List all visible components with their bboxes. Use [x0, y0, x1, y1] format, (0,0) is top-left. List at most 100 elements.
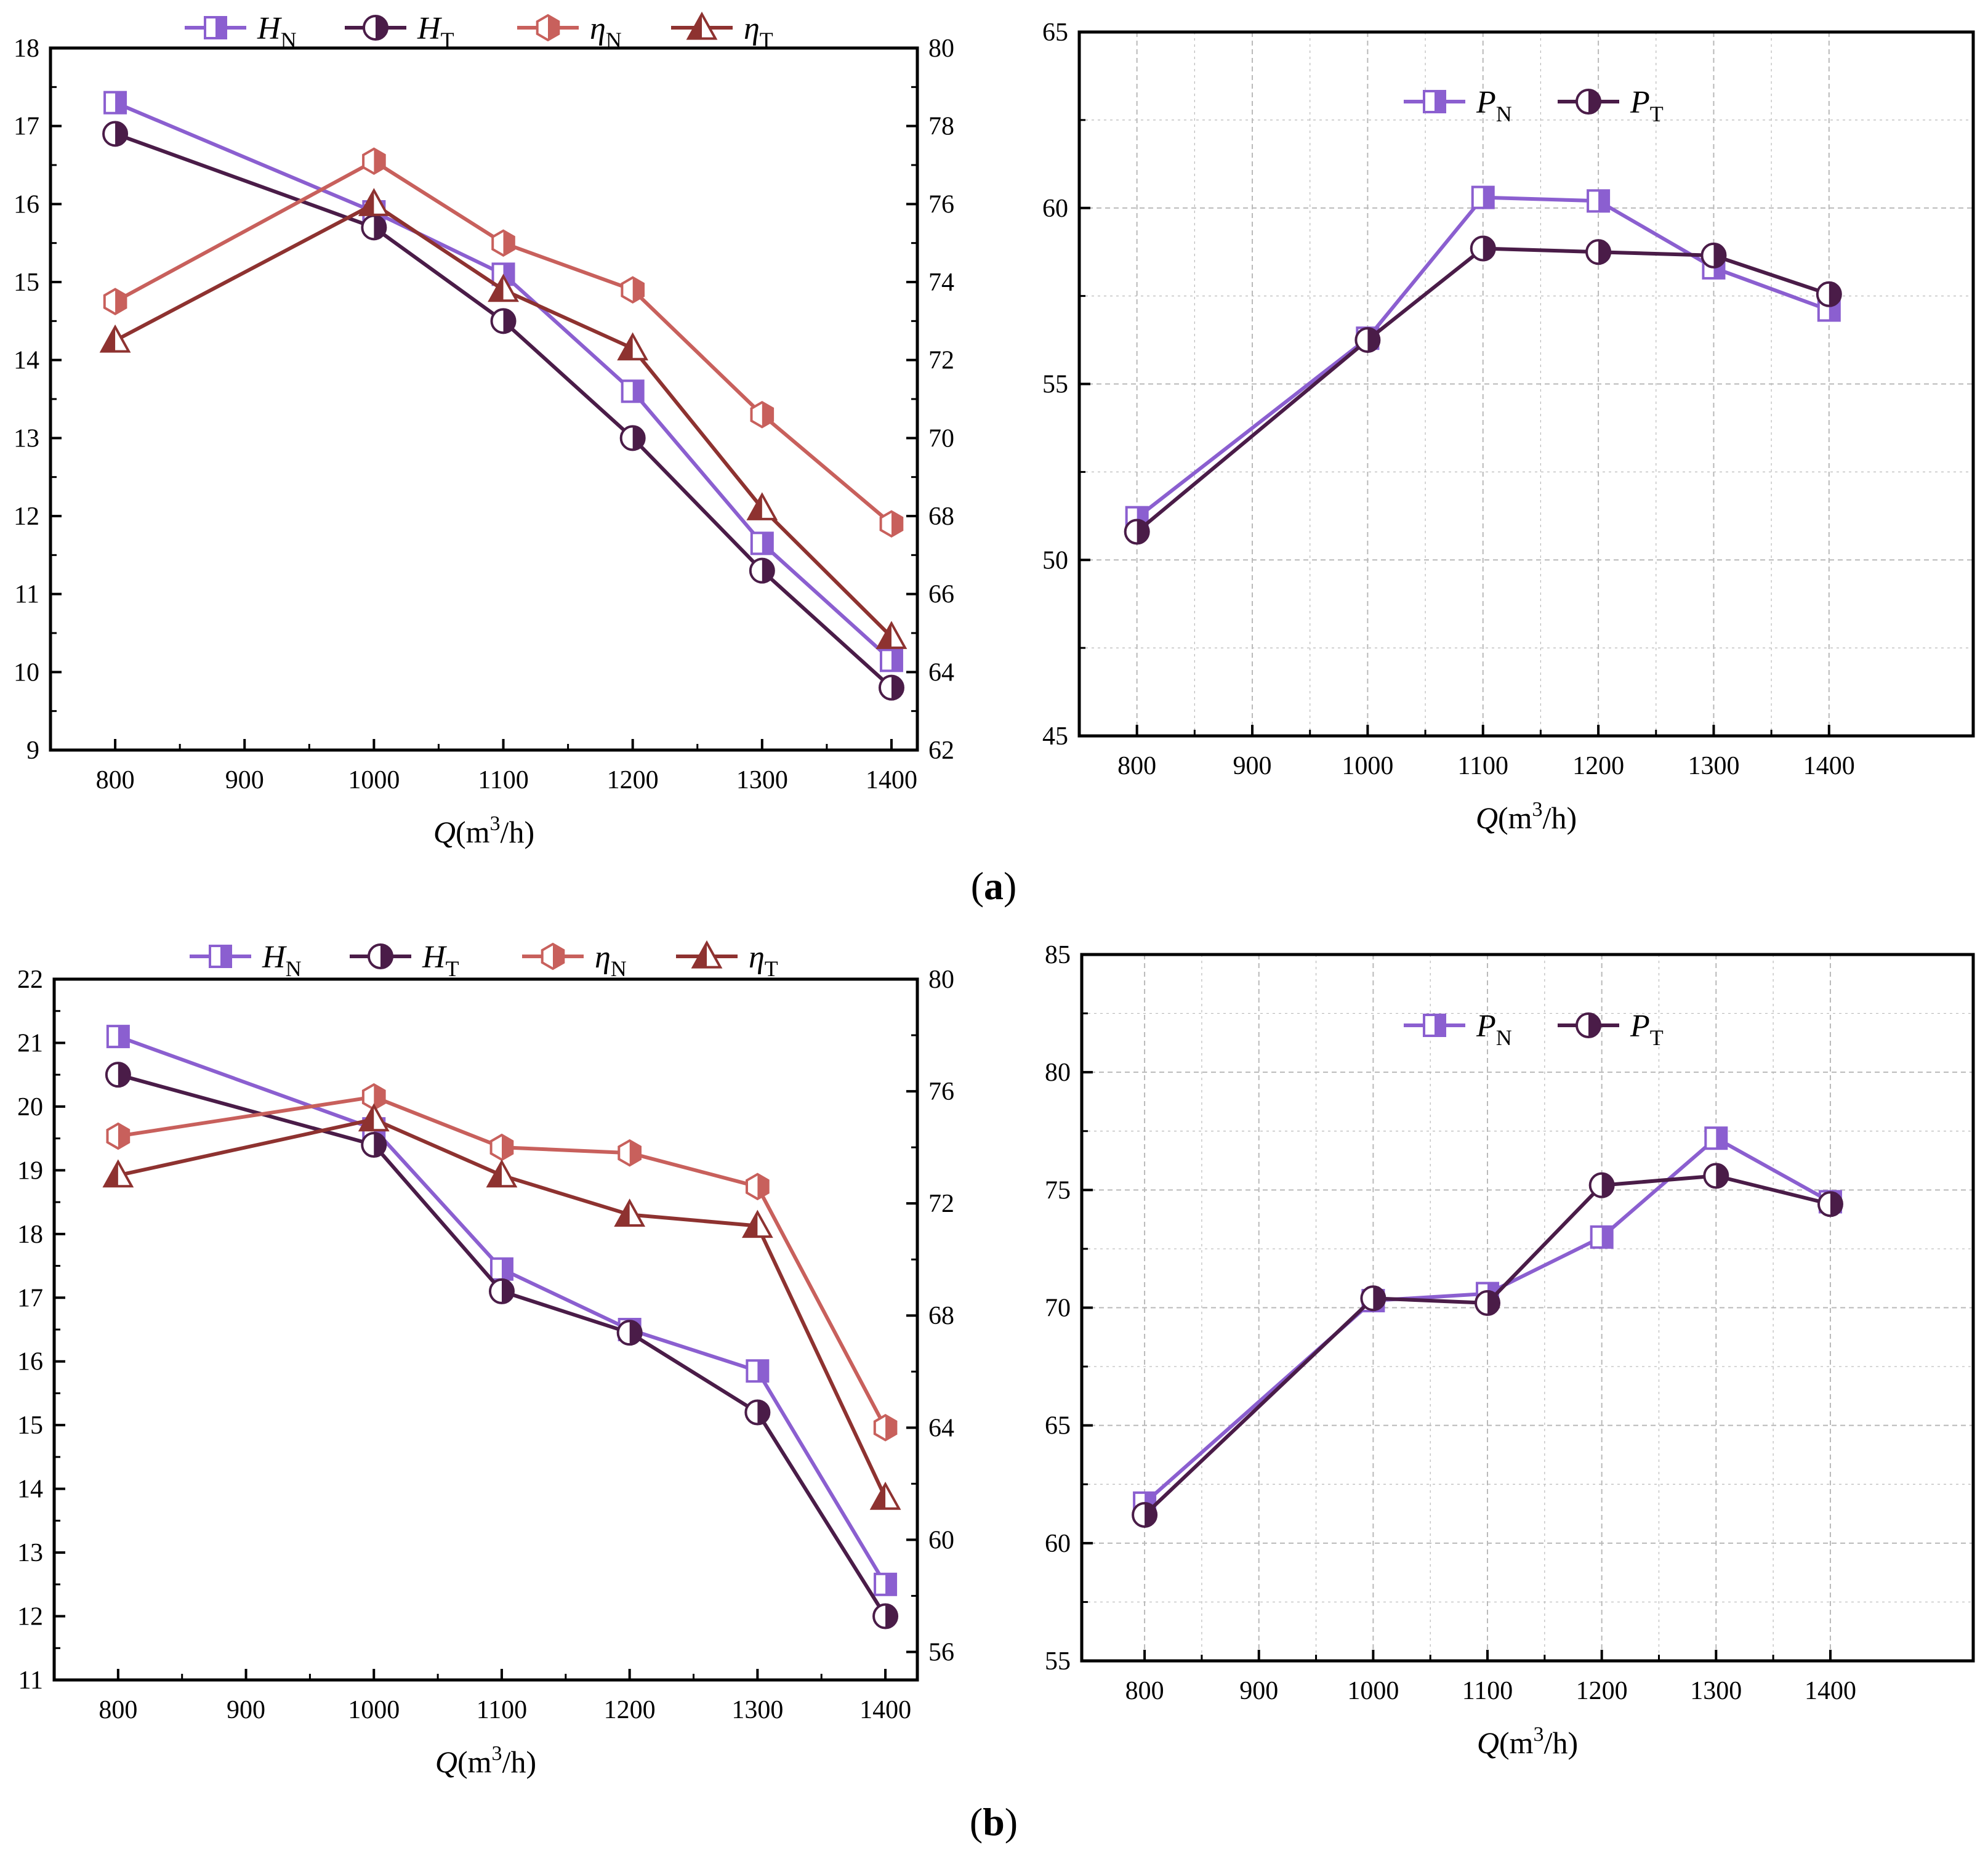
- legend-symbol: P: [1476, 85, 1496, 120]
- H_N-marker-fill: [891, 650, 902, 671]
- P_T-marker-fill: [1145, 1503, 1157, 1527]
- y2-tick-label: 70: [928, 424, 954, 453]
- y-tick-label: 60: [1042, 195, 1068, 223]
- data-point-eta_T: [869, 1482, 901, 1510]
- panel-label-b: (b): [970, 1800, 1018, 1844]
- legend-symbol: P: [1630, 85, 1650, 120]
- eta_N-marker-fill: [118, 1123, 129, 1149]
- legend-item-H_N: HN: [185, 11, 297, 52]
- data-point-H_N: [621, 379, 645, 403]
- data-point-P_N: [1704, 1126, 1728, 1150]
- data-point-eta_N: [746, 1173, 770, 1201]
- data-point-P_T: [1360, 1285, 1386, 1312]
- x-axis-unit: (m: [1498, 801, 1532, 835]
- data-point-eta_N: [618, 1139, 642, 1167]
- legend-a-right: PN PT: [1404, 85, 1664, 126]
- series-eta_T: [102, 1103, 901, 1510]
- y2-tick-label: 72: [928, 347, 954, 375]
- eta_T-marker-fill: [877, 623, 891, 648]
- data-point-P_T: [1132, 1501, 1158, 1528]
- legend-item-eta_T: ηT: [671, 11, 773, 52]
- data-point-eta_T: [358, 188, 390, 216]
- eta_N-marker-fill: [885, 1415, 896, 1440]
- data-point-P_T: [1700, 242, 1727, 268]
- x-axis-unit-end: /h): [1543, 801, 1577, 835]
- x-tick-label: 800: [1125, 1677, 1164, 1705]
- legend-item-H_T: HT: [350, 940, 459, 981]
- legend-item-P_N: PN: [1404, 1009, 1512, 1050]
- legend-subscript: T: [441, 28, 454, 52]
- data-point-H_T: [102, 121, 129, 147]
- legend-symbol: η: [590, 11, 606, 46]
- y2-tick-label: 62: [928, 737, 954, 765]
- H_N-marker-fill: [757, 1360, 768, 1382]
- y-tick-label: 10: [14, 658, 39, 687]
- series-line-eta_T: [118, 1117, 887, 1499]
- x-axis-unit-end: /h): [1544, 1726, 1579, 1760]
- legend-label-eta_T: ηT: [744, 11, 773, 52]
- y-tick-label: 85: [1045, 941, 1071, 969]
- series-eta_N: [103, 147, 904, 538]
- legend-symbol: H: [422, 940, 447, 975]
- data-point-P_T: [1124, 519, 1150, 545]
- eta_N-marker-fill: [757, 1174, 768, 1199]
- y-tick-label: 50: [1042, 546, 1068, 575]
- series-eta_T: [99, 188, 907, 649]
- eta_T-marker-fill: [744, 1212, 758, 1237]
- eta_T-marker-fill: [619, 334, 633, 360]
- y-tick-label: 17: [14, 113, 39, 141]
- legend-label-P_N: PN: [1476, 85, 1512, 126]
- legend-label-eta_T: ηT: [749, 940, 778, 981]
- legend-symbol: P: [1630, 1009, 1650, 1044]
- eta_T-marker-fill: [616, 1201, 630, 1225]
- H_N-marker-fill: [115, 92, 126, 113]
- series-H_T: [102, 121, 904, 701]
- legend-label-H_N: HN: [257, 11, 297, 52]
- panel-label-a: (a): [971, 864, 1017, 908]
- y2-tick-label: 66: [928, 581, 954, 609]
- x-tick-label: 1100: [1458, 752, 1508, 780]
- grid-a-right: [1079, 31, 1973, 737]
- x-tick-label: 800: [99, 1696, 137, 1724]
- legend-H_T-marker-fill: [376, 16, 387, 39]
- data-point-H_T: [616, 1320, 643, 1346]
- legend-subscript: N: [606, 28, 622, 52]
- eta_T-marker-fill: [102, 327, 116, 352]
- legend-H_N-marker-fill: [220, 946, 231, 967]
- y-tick-label: 18: [17, 1221, 43, 1249]
- data-point-P_T: [1475, 1290, 1501, 1316]
- series-line-H_T: [118, 1073, 887, 1618]
- x-axis-var: Q: [435, 1745, 457, 1779]
- P_T-marker-fill: [1483, 236, 1495, 260]
- data-point-H_N: [106, 1025, 130, 1049]
- y-tick-label: 13: [17, 1539, 43, 1567]
- legend-item-eta_T: ηT: [676, 940, 778, 981]
- x-axis-unit-end: /h): [502, 1745, 537, 1779]
- y-tick-label: 22: [17, 966, 43, 994]
- H_N-marker-fill: [118, 1026, 129, 1048]
- x-axis-var: Q: [1476, 801, 1498, 835]
- x-tick-label: 1100: [477, 1696, 527, 1724]
- y2-tick-label: 64: [928, 1414, 954, 1442]
- legend-eta_T-marker-fill: [693, 943, 707, 967]
- H_T-marker-fill: [503, 309, 515, 333]
- legend-label-eta_N: ηN: [590, 11, 622, 52]
- P_T-marker-fill: [1373, 1286, 1385, 1310]
- data-point-P_T: [1588, 1172, 1615, 1198]
- data-point-eta_N: [621, 276, 645, 304]
- y2-tick-label: 80: [928, 966, 954, 994]
- H_T-marker-fill: [115, 122, 127, 146]
- y2-tick-label: 64: [928, 658, 954, 687]
- H_T-marker-fill: [885, 1604, 898, 1628]
- series-H_N: [103, 91, 903, 672]
- legend-subscript: T: [1650, 102, 1664, 126]
- y2-tick-label: 74: [928, 268, 954, 297]
- eta_N-marker-fill: [503, 230, 514, 256]
- y-tick-label: 55: [1045, 1647, 1071, 1676]
- legend-label-H_T: HT: [422, 940, 459, 981]
- P_T-marker-fill: [1487, 1291, 1500, 1315]
- legend-label-H_T: HT: [417, 11, 454, 52]
- legend-symbol: H: [262, 940, 287, 975]
- H_T-marker-fill: [501, 1279, 513, 1303]
